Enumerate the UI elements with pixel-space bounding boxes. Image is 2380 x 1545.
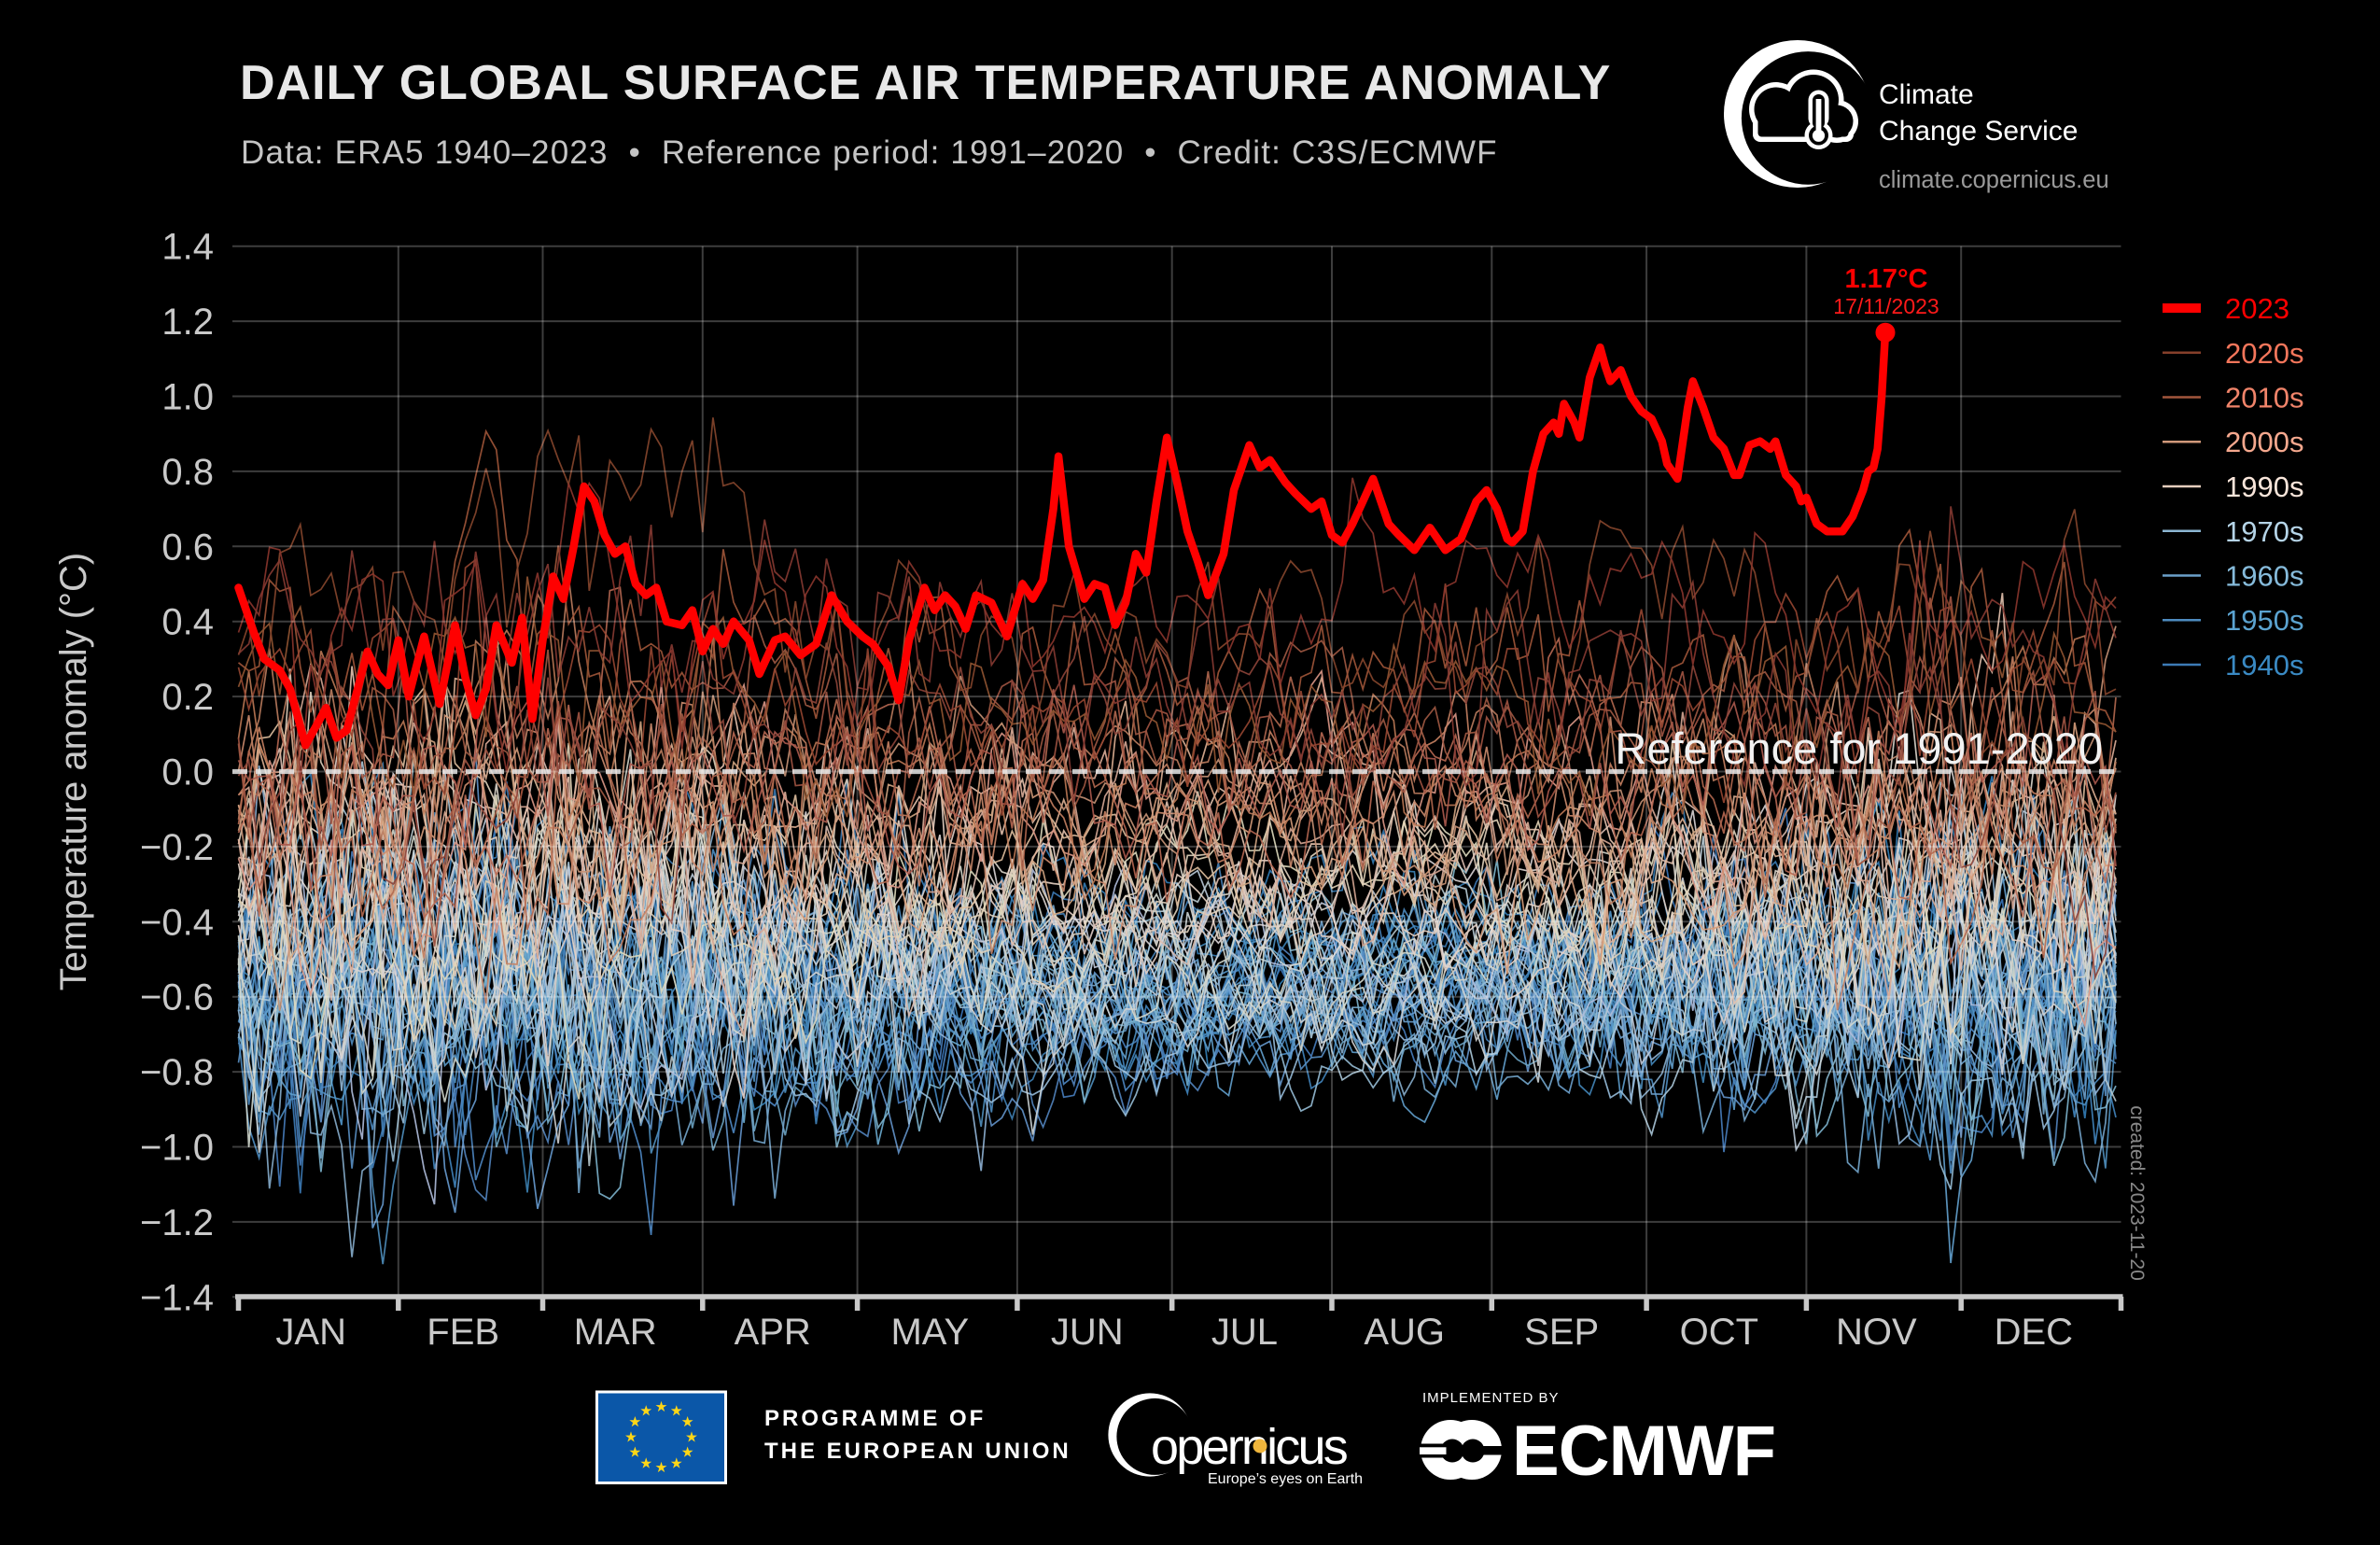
- svg-text:1970s: 1970s: [2225, 515, 2303, 548]
- svg-text:2020s: 2020s: [2225, 337, 2303, 370]
- svg-text:1950s: 1950s: [2225, 604, 2303, 637]
- svg-text:−0.4: −0.4: [140, 902, 214, 943]
- svg-text:IMPLEMENTED BY: IMPLEMENTED BY: [1422, 1390, 1560, 1406]
- svg-text:climate.copernicus.eu: climate.copernicus.eu: [1879, 167, 2109, 193]
- svg-text:0.6: 0.6: [161, 527, 214, 568]
- svg-text:−1.4: −1.4: [140, 1277, 214, 1318]
- svg-text:1990s: 1990s: [2225, 471, 2303, 503]
- svg-text:AUG: AUG: [1364, 1312, 1445, 1353]
- svg-text:JUN: JUN: [1051, 1312, 1124, 1353]
- svg-text:−0.6: −0.6: [140, 977, 214, 1018]
- svg-text:0.4: 0.4: [161, 602, 214, 643]
- svg-text:MAR: MAR: [574, 1312, 657, 1353]
- svg-text:MAY: MAY: [890, 1312, 969, 1353]
- svg-text:THE EUROPEAN UNION: THE EUROPEAN UNION: [764, 1439, 1071, 1464]
- svg-text:−0.8: −0.8: [140, 1052, 214, 1093]
- svg-text:DAILY GLOBAL SURFACE AIR TEMPE: DAILY GLOBAL SURFACE AIR TEMPERATURE ANO…: [240, 56, 1611, 110]
- svg-text:FEB: FEB: [427, 1312, 499, 1353]
- svg-text:ECMWF: ECMWF: [1512, 1412, 1775, 1491]
- svg-text:NOV: NOV: [1836, 1312, 1917, 1353]
- svg-text:created: 2023-11-20: created: 2023-11-20: [2126, 1105, 2148, 1281]
- svg-text:2010s: 2010s: [2225, 382, 2303, 414]
- svg-text:1960s: 1960s: [2225, 560, 2303, 593]
- svg-text:2000s: 2000s: [2225, 426, 2303, 458]
- svg-text:1.2: 1.2: [161, 302, 214, 343]
- svg-text:0.0: 0.0: [161, 752, 214, 794]
- svg-text:Temperature anomaly (°C): Temperature anomaly (°C): [53, 553, 94, 991]
- svg-text:0.2: 0.2: [161, 677, 214, 718]
- svg-text:0.8: 0.8: [161, 452, 214, 493]
- svg-text:−1.2: −1.2: [140, 1202, 214, 1243]
- svg-text:opernicus: opernicus: [1151, 1419, 1348, 1475]
- svg-text:−1.0: −1.0: [140, 1128, 214, 1169]
- svg-text:DEC: DEC: [1995, 1312, 2073, 1353]
- svg-text:Europe’s eyes on Earth: Europe’s eyes on Earth: [1208, 1471, 1363, 1487]
- svg-text:Change Service: Change Service: [1879, 116, 2078, 147]
- svg-text:Reference for 1991-2020: Reference for 1991-2020: [1615, 723, 2103, 773]
- svg-text:1940s: 1940s: [2225, 649, 2303, 681]
- svg-text:OCT: OCT: [1680, 1312, 1758, 1353]
- svg-text:Data: ERA5 1940–2023 • Refer: Data: ERA5 1940–2023 • Reference period:…: [241, 134, 1498, 171]
- svg-text:JAN: JAN: [275, 1312, 346, 1353]
- svg-text:SEP: SEP: [1524, 1312, 1599, 1353]
- svg-text:17/11/2023: 17/11/2023: [1833, 294, 1939, 318]
- svg-text:APR: APR: [735, 1312, 811, 1353]
- svg-text:1.17°C: 1.17°C: [1845, 264, 1928, 294]
- svg-text:−0.2: −0.2: [140, 827, 214, 868]
- svg-text:PROGRAMME OF: PROGRAMME OF: [764, 1406, 986, 1431]
- svg-text:Climate: Climate: [1879, 79, 1974, 110]
- svg-text:1.0: 1.0: [161, 377, 214, 418]
- svg-text:1.4: 1.4: [161, 227, 214, 268]
- svg-text:JUL: JUL: [1211, 1312, 1278, 1353]
- svg-text:2023: 2023: [2225, 292, 2289, 325]
